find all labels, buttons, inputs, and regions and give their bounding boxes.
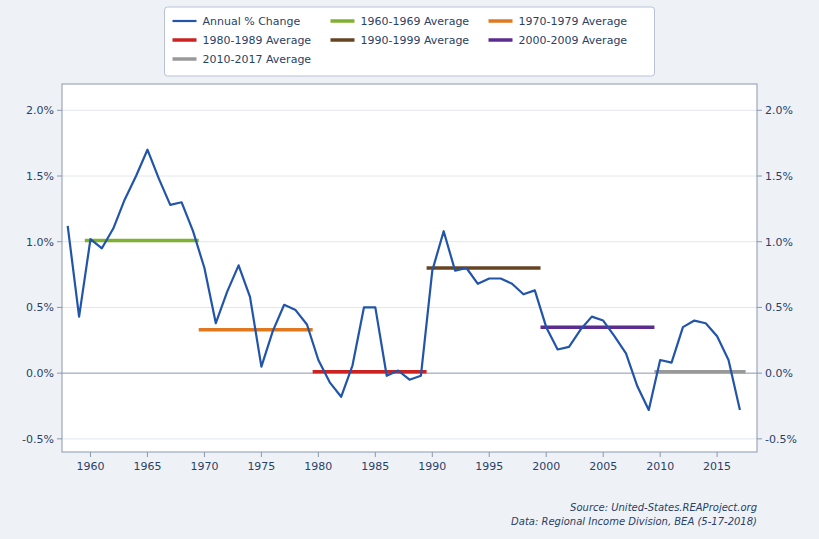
legend-box xyxy=(165,7,655,76)
x-tick xyxy=(432,452,433,457)
x-tick xyxy=(204,452,205,457)
legend-swatch xyxy=(173,20,197,22)
x-tick-label: 1985 xyxy=(361,460,389,473)
legend-label: 2010-2017 Average xyxy=(203,53,312,66)
x-tick xyxy=(546,452,547,457)
legend-label: 1990-1999 Average xyxy=(361,34,470,47)
annotation: Source: United-States.REAProject.org xyxy=(570,502,757,513)
legend-swatch xyxy=(173,38,197,42)
x-tick-label: 2010 xyxy=(646,460,674,473)
chart: -0.5% -0.5% 0.0% 0.0% 0.5% 0.5% 1.0% 1.0% 1.5% 1.… xyxy=(0,0,819,539)
x-tick xyxy=(717,452,718,457)
legend-label: 2000-2009 Average xyxy=(519,34,628,47)
x-tick xyxy=(375,452,376,457)
y-tick-label: 0.5% xyxy=(26,301,54,314)
x-tick xyxy=(90,452,91,457)
legend-label: 1980-1989 Average xyxy=(203,34,312,47)
series-group xyxy=(68,150,746,410)
y-tick-right xyxy=(757,110,762,111)
x-tick-label: 1970 xyxy=(190,460,218,473)
y-tick-label: 0.0% xyxy=(26,367,54,380)
grid-line xyxy=(62,241,757,242)
y-tick-label: 1.5% xyxy=(26,170,54,183)
average-line xyxy=(85,239,199,243)
y-tick-right xyxy=(757,373,762,374)
y-tick-label-right: 2.0% xyxy=(765,104,793,117)
x-tick xyxy=(660,452,661,457)
y-tick xyxy=(57,110,62,111)
y-tick-label: -0.5% xyxy=(22,433,54,446)
grid-line xyxy=(62,373,757,374)
y-tick-label-right: 1.0% xyxy=(765,236,793,249)
average-line xyxy=(427,266,541,270)
grid-line xyxy=(62,110,757,111)
grid-line xyxy=(62,438,757,439)
y-tick xyxy=(57,373,62,374)
y-tick xyxy=(57,241,62,242)
average-line xyxy=(313,370,427,374)
legend-swatch xyxy=(489,38,513,42)
x-tick-label: 1995 xyxy=(475,460,503,473)
y-tick-right xyxy=(757,307,762,308)
plot-frame xyxy=(62,84,757,452)
grid-line xyxy=(62,307,757,308)
y-tick-label-right: 0.5% xyxy=(765,301,793,314)
y-tick-right xyxy=(757,241,762,242)
data-line xyxy=(68,150,740,410)
y-tick-right xyxy=(757,176,762,177)
legend-swatch xyxy=(331,38,355,42)
x-tick-label: 2000 xyxy=(532,460,560,473)
y-tick xyxy=(57,176,62,177)
legend-swatch xyxy=(173,57,197,61)
y-tick-label-right: 1.5% xyxy=(765,170,793,183)
x-tick-label: 1965 xyxy=(133,460,161,473)
average-line xyxy=(541,325,655,329)
x-tick xyxy=(489,452,490,457)
y-tick-label: 1.0% xyxy=(26,236,54,249)
legend-swatch xyxy=(489,19,513,23)
x-tick-label: 1960 xyxy=(76,460,104,473)
x-tick-label: 2015 xyxy=(703,460,731,473)
grid-line xyxy=(62,176,757,177)
x-tick-label: 1990 xyxy=(418,460,446,473)
x-tick-label: 1980 xyxy=(304,460,332,473)
x-tick xyxy=(603,452,604,457)
annotation: Data: Regional Income Division, BEA (5-1… xyxy=(511,516,757,527)
y-tick-label-right: -0.5% xyxy=(765,433,797,446)
legend-label: 1970-1979 Average xyxy=(519,15,628,28)
legend-swatch xyxy=(331,19,355,23)
y-tick-label-right: 0.0% xyxy=(765,367,793,380)
y-tick xyxy=(57,438,62,439)
x-tick-label: 1975 xyxy=(247,460,275,473)
y-tick-label: 2.0% xyxy=(26,104,54,117)
legend-label: Annual % Change xyxy=(203,15,301,28)
x-tick xyxy=(318,452,319,457)
x-tick xyxy=(261,452,262,457)
plot-area xyxy=(62,84,757,452)
x-tick-label: 2005 xyxy=(589,460,617,473)
legend: Annual % Change 1980-1989 Average 2010-201… xyxy=(165,7,655,76)
x-tick xyxy=(147,452,148,457)
legend-label: 1960-1969 Average xyxy=(361,15,470,28)
y-tick xyxy=(57,307,62,308)
y-tick-right xyxy=(757,438,762,439)
